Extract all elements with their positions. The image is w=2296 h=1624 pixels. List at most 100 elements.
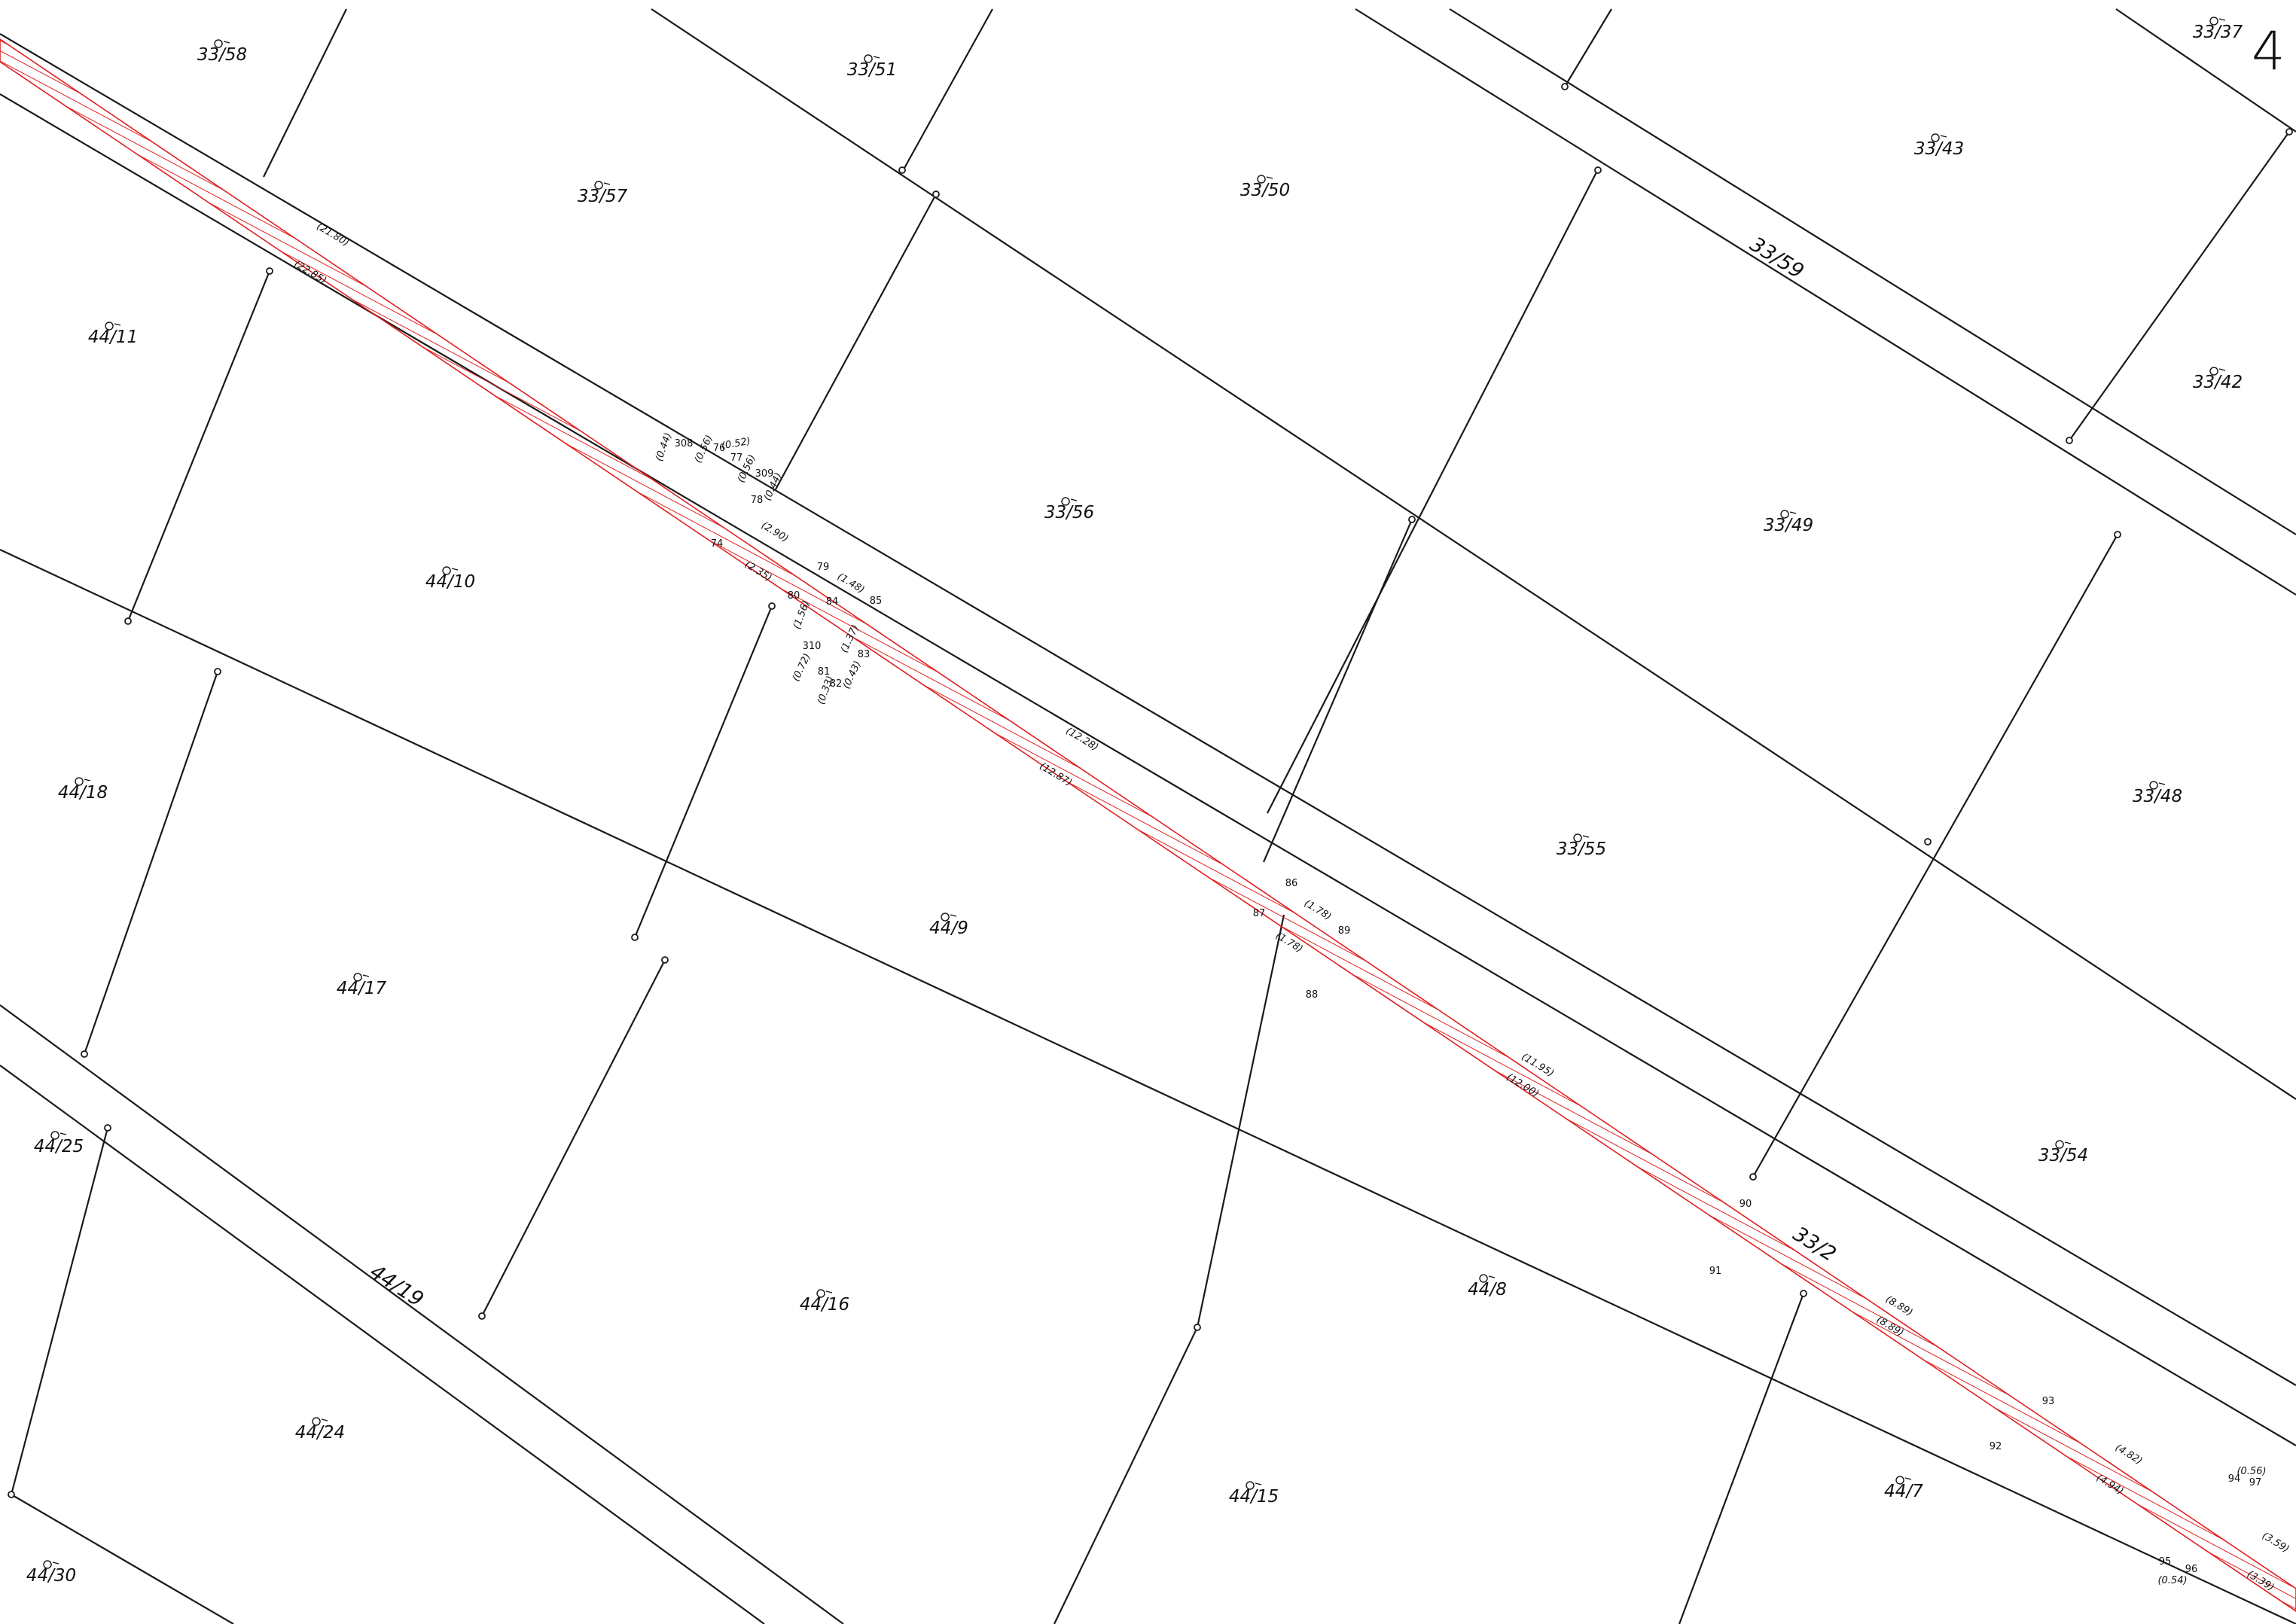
- parcel-marker: [1780, 510, 1797, 519]
- parcel-label[interactable]: 33/43: [1914, 139, 1964, 159]
- parcel-label[interactable]: 44/8: [1468, 1280, 1507, 1300]
- point-number: 86: [1285, 878, 1298, 889]
- dimension-label: (1.56): [791, 599, 812, 631]
- point-number: 83: [858, 649, 871, 660]
- point-number: 310: [803, 641, 822, 652]
- parcel-label[interactable]: 44/17: [337, 979, 387, 998]
- point-number: 76: [713, 443, 726, 454]
- dimension-label: (1.78): [1302, 898, 1333, 923]
- parcel-label[interactable]: 33/42: [2193, 373, 2243, 392]
- vertex: [2114, 531, 2121, 538]
- cross-line-h: [633, 605, 773, 938]
- parcel-label[interactable]: 33/48: [2133, 787, 2182, 806]
- dimension-label: (4.82): [2113, 1443, 2144, 1467]
- parcel-label[interactable]: 44/30: [26, 1566, 76, 1586]
- point-number: 88: [1306, 989, 1319, 1001]
- parcel-marker: [1895, 1476, 1912, 1485]
- road-33-59-corner-edge: [2115, 8, 2296, 133]
- parcel-marker: [75, 777, 91, 786]
- parcel-label[interactable]: 44/24: [295, 1423, 345, 1443]
- point-number: 82: [830, 678, 843, 690]
- point-number: 77: [730, 452, 743, 464]
- strip-body: [0, 38, 2296, 1612]
- cross-line-q: [11, 1494, 234, 1624]
- point-number: 94: [2228, 1473, 2241, 1485]
- vertex: [768, 602, 776, 610]
- road-33-2-upper-edge: [0, 33, 2296, 1386]
- point-number: 87: [1253, 908, 1266, 919]
- vertex: [124, 617, 132, 625]
- vertex-markers: [8, 83, 2293, 1498]
- dimension-label: (0.72): [791, 652, 813, 684]
- parcel-label[interactable]: 44/11: [88, 328, 138, 347]
- point-number: 308: [675, 438, 694, 449]
- vertex: [1408, 516, 1416, 523]
- parcel-label[interactable]: 44/10: [425, 572, 475, 592]
- parcel-marker: [2209, 367, 2226, 376]
- parcel-label[interactable]: 33/54: [2038, 1146, 2088, 1165]
- parcel-label[interactable]: 44/15: [1229, 1487, 1279, 1507]
- cross-line-e: [1267, 169, 1599, 814]
- cross-line-o: [1053, 1327, 1198, 1624]
- parcel-marker: [312, 1417, 328, 1426]
- parcel-label[interactable]: 33/50: [1240, 181, 1290, 200]
- cross-line-n: [10, 1127, 109, 1495]
- vertex: [478, 1312, 486, 1320]
- parcel-marker: [2055, 1140, 2072, 1149]
- vertex: [1194, 1324, 1201, 1331]
- point-number: 96: [2185, 1564, 2198, 1575]
- point-number: 90: [1740, 1199, 1752, 1210]
- parcel-label[interactable]: 44/18: [58, 783, 108, 803]
- dimension-label: (0.44): [654, 431, 674, 463]
- parcel-label[interactable]: 33/37: [2193, 23, 2243, 42]
- vertex: [2066, 437, 2073, 444]
- parcel-marker: [594, 181, 611, 190]
- road-label[interactable]: 44/19: [366, 1260, 428, 1312]
- vertex: [266, 267, 273, 275]
- point-number: 92: [1990, 1441, 2002, 1452]
- point-number: 78: [751, 495, 764, 506]
- cross-line-b: [903, 8, 993, 170]
- cross-line-a: [263, 8, 347, 178]
- parcel-marker: [1061, 497, 1078, 506]
- parcel-marker: [1257, 175, 1273, 184]
- vertex: [898, 166, 906, 174]
- parcel-label[interactable]: 33/57: [578, 187, 628, 206]
- parcel-label[interactable]: 33/58: [197, 45, 247, 65]
- road-44-19-upper-edge: [0, 549, 2296, 1624]
- cross-line-p: [1678, 1293, 1805, 1624]
- parcel-label[interactable]: 44/9: [929, 919, 968, 938]
- parcel-label[interactable]: 44/7: [1884, 1482, 1923, 1501]
- vertex: [1749, 1173, 1757, 1181]
- road-33-59-lower-edge-a: [1449, 8, 2296, 535]
- parcel-label[interactable]: 33/55: [1557, 839, 1606, 859]
- vertex: [8, 1491, 15, 1498]
- point-number: 91: [1709, 1266, 1722, 1277]
- cross-line-l: [481, 959, 666, 1317]
- road-label[interactable]: 33/59: [1746, 233, 1807, 284]
- parcel-label[interactable]: 33/49: [1764, 516, 1813, 535]
- dimension-label: (0.43): [841, 660, 864, 691]
- parcel-label[interactable]: 44/25: [34, 1137, 84, 1156]
- easement-strip[interactable]: [0, 38, 2296, 1612]
- parcel-marker: [353, 973, 370, 982]
- point-number: 80: [788, 590, 800, 602]
- parcel-label[interactable]: 33/56: [1044, 503, 1094, 523]
- parcel-marker: [50, 1131, 67, 1140]
- vertex: [1800, 1290, 1807, 1297]
- dimension-label: (0.54): [2157, 1575, 2187, 1586]
- block-upper-line: [651, 8, 2296, 1100]
- point-number: 84: [826, 596, 839, 608]
- cross-line-m: [1196, 914, 1285, 1328]
- cross-line-d: [2069, 131, 2290, 441]
- dimension-label: (3.59): [2260, 1531, 2291, 1555]
- parcel-label[interactable]: 44/16: [800, 1295, 849, 1315]
- point-number: 93: [2042, 1396, 2055, 1407]
- parcel-marker: [2149, 781, 2166, 790]
- parcel-labels: 33/58 33/51 33/37 33/57 33/50 33/43 44/11 33/42…: [26, 17, 2243, 1586]
- parcel-label[interactable]: 33/51: [847, 60, 897, 80]
- vertex: [631, 934, 639, 941]
- point-number: 81: [818, 666, 831, 678]
- parcel-marker: [214, 39, 230, 48]
